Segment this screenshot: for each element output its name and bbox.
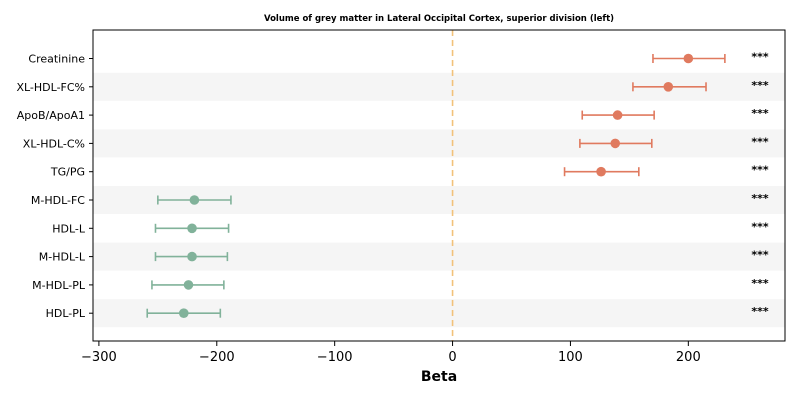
x-tick-label: −100	[317, 350, 353, 365]
beta-point	[178, 308, 189, 319]
significance-label: ***	[751, 164, 769, 177]
y-tick-label: M-HDL-FC	[31, 194, 85, 207]
significance-label: ***	[751, 135, 769, 148]
significance-label: ***	[751, 79, 769, 92]
beta-point	[183, 280, 194, 290]
beta-point	[663, 82, 674, 92]
data-row: ***	[157, 192, 769, 205]
x-tick-label: 0	[448, 350, 456, 365]
data-row: ***	[579, 135, 769, 149]
row-band	[93, 129, 785, 158]
data-row: ***	[154, 249, 769, 262]
data-row: ***	[632, 79, 769, 92]
x-tick-label: 200	[676, 350, 701, 365]
beta-point	[596, 166, 606, 177]
x-axis: −300 −200 −100 0 100 200	[81, 341, 701, 365]
significance-label: ***	[751, 277, 769, 290]
y-tick-label: HDL-PL	[46, 307, 86, 320]
data-row: ***	[154, 220, 769, 234]
y-tick-label: TG/PG	[50, 166, 85, 179]
y-tick-label: XL-HDL-C%	[23, 137, 85, 150]
beta-point	[612, 110, 623, 120]
data-row: ***	[563, 164, 769, 177]
significance-label: ***	[751, 192, 769, 205]
x-tick-label: −300	[81, 350, 117, 365]
data-row: ***	[151, 277, 769, 290]
significance-label: ***	[751, 305, 769, 318]
beta-point	[187, 251, 197, 262]
x-tick-label: 100	[558, 350, 583, 365]
data-row: ***	[146, 305, 769, 319]
beta-point	[610, 138, 621, 149]
y-tick-label: HDL-L	[52, 222, 86, 235]
beta-point	[683, 53, 694, 64]
significance-label: ***	[751, 249, 769, 262]
y-tick-label: ApoB/ApoA1	[17, 109, 85, 122]
data-marks: *** *** *** *** *** *** *** *** *** ***	[146, 51, 769, 319]
x-axis-label: Beta	[421, 369, 457, 385]
beta-point	[187, 223, 197, 234]
axes-frame	[92, 29, 786, 342]
data-row: ***	[652, 51, 769, 64]
y-tick-label: M-HDL-PL	[32, 279, 86, 292]
chart-title: Volume of grey matter in Lateral Occipit…	[264, 14, 614, 24]
y-tick-label: XL-HDL-FC%	[16, 81, 85, 94]
beta-point	[189, 195, 200, 205]
y-tick-label: M-HDL-L	[39, 251, 86, 264]
y-tick-label: Creatinine	[28, 53, 85, 66]
x-tick-label: −200	[199, 350, 235, 365]
y-axis: Creatinine XL-HDL-FC% ApoB/ApoA1 XL-HDL-C% T…	[16, 53, 93, 320]
significance-label: ***	[751, 51, 769, 64]
significance-label: ***	[751, 220, 769, 233]
significance-label: ***	[751, 107, 769, 120]
data-row: ***	[581, 107, 769, 120]
